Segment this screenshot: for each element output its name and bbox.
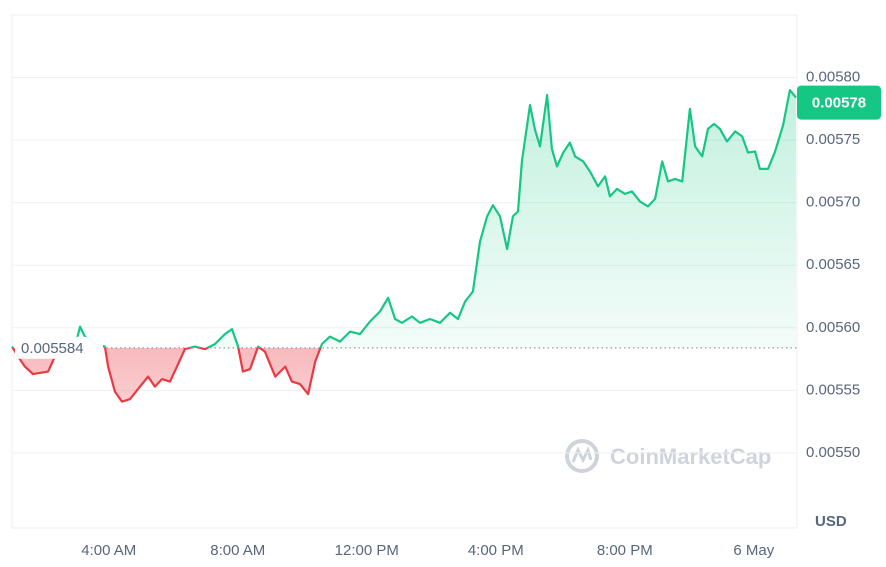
current-price-bg [797, 85, 881, 120]
watermark-text: CoinMarketCap [610, 444, 771, 469]
x-tick-label: 8:00 PM [597, 542, 653, 559]
x-tick-label: 4:00 AM [81, 542, 136, 559]
baseline-label-bg [15, 336, 103, 359]
watermark: CoinMarketCap [565, 439, 771, 473]
y-tick-label: 0.00570 [806, 194, 860, 211]
baseline-label: 0.005584 [21, 340, 84, 357]
y-tick-label: 0.00550 [806, 444, 860, 461]
currency-label: USD [815, 513, 847, 530]
y-tick-label: 0.00580 [806, 69, 860, 86]
x-tick-label: 12:00 PM [335, 542, 399, 559]
x-tick-label: 8:00 AM [210, 542, 265, 559]
y-tick-label: 0.00575 [806, 131, 860, 148]
x-tick-label: 6 May [733, 542, 774, 559]
plot-frame [11, 14, 798, 529]
current-price-label: 0.00578 [812, 95, 866, 112]
y-tick-label: 0.00565 [806, 256, 860, 273]
area-fill [12, 90, 796, 402]
y-tick-label: 0.00555 [806, 381, 860, 398]
price-line [11, 89, 797, 403]
x-tick-label: 4:00 PM [468, 542, 524, 559]
y-tick-label: 0.00560 [806, 319, 860, 336]
